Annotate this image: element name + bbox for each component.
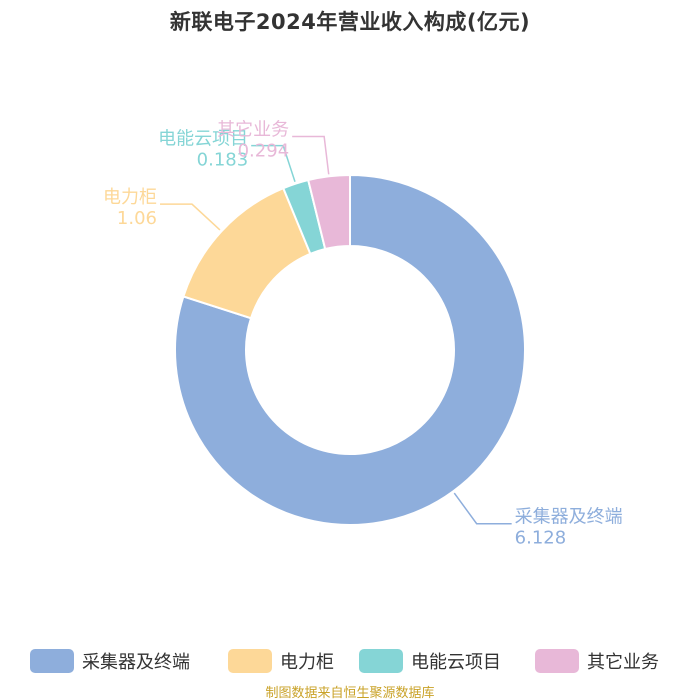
label-name-collector-terminal: 采集器及终端 — [515, 507, 623, 528]
legend-swatch-power-cabinet — [228, 649, 272, 673]
label-value-other-business: 0.294 — [238, 141, 290, 162]
legend-item-collector-terminal[interactable]: 采集器及终端 — [30, 646, 190, 676]
label-value-energy-cloud: 0.183 — [197, 150, 249, 171]
legend-swatch-collector-terminal — [30, 649, 74, 673]
legend-item-energy-cloud[interactable]: 电能云项目 — [359, 646, 501, 676]
leader-line-energy-cloud — [251, 144, 296, 182]
leader-line-collector-terminal — [453, 492, 512, 525]
label-name-energy-cloud: 电能云项目 — [158, 129, 248, 150]
legend-item-power-cabinet[interactable]: 电力柜 — [228, 646, 334, 676]
legend-swatch-other-business — [535, 649, 579, 673]
label-name-other-business: 其它业务 — [217, 120, 289, 141]
legend-label-collector-terminal: 采集器及终端 — [82, 652, 190, 673]
slice-other-business[interactable] — [307, 173, 351, 251]
leader-line-other-business — [292, 135, 330, 175]
leader-line-power-cabinet — [160, 203, 221, 231]
legend: 采集器及终端 电力柜 电能云项目 其它业务 — [0, 646, 700, 676]
chart-title: 新联电子2024年营业收入构成(亿元) — [169, 10, 531, 34]
slice-collector-terminal[interactable] — [174, 173, 526, 526]
source-note: 制图数据来自恒生聚源数据库 — [265, 686, 435, 700]
legend-label-power-cabinet: 电力柜 — [280, 652, 334, 673]
label-value-power-cabinet: 1.06 — [117, 208, 157, 229]
legend-label-energy-cloud: 电能云项目 — [411, 652, 501, 673]
label-value-collector-terminal: 6.128 — [515, 528, 567, 549]
legend-item-other-business[interactable]: 其它业务 — [535, 646, 659, 676]
legend-label-other-business: 其它业务 — [587, 652, 659, 673]
legend-swatch-energy-cloud — [359, 649, 403, 673]
label-name-power-cabinet: 电力柜 — [103, 187, 157, 208]
